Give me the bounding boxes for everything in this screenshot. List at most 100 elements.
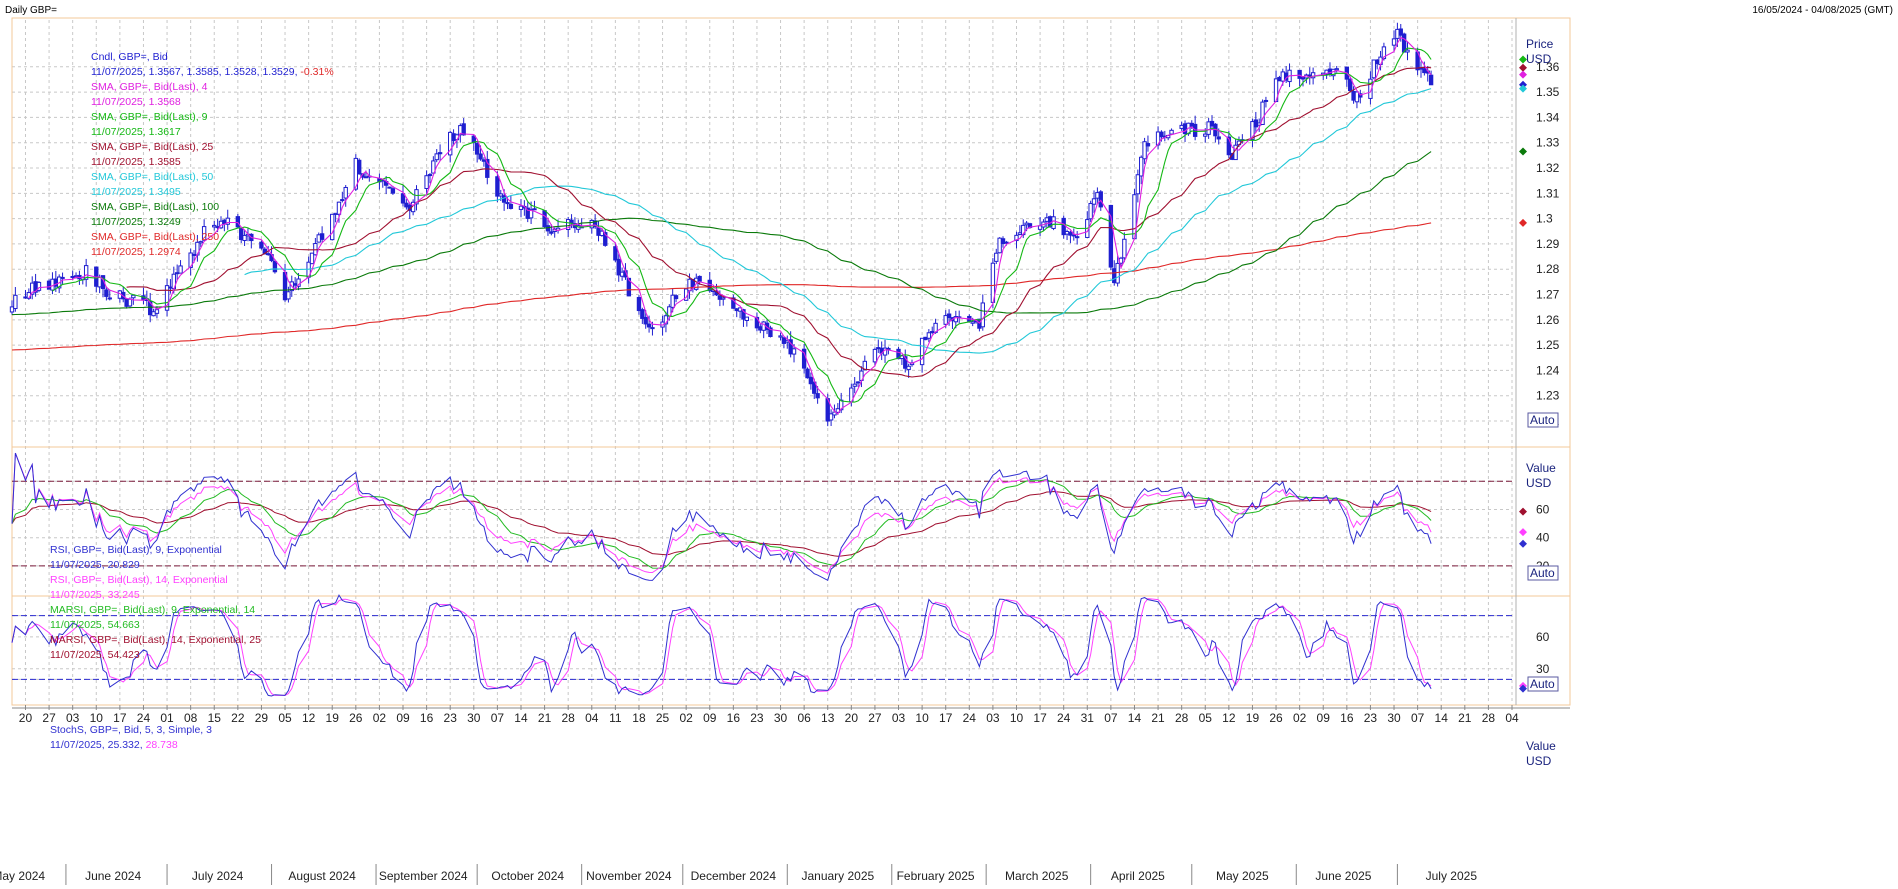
- day-tick-label: 28: [1482, 711, 1496, 725]
- price-tick-label: 1.23: [1536, 389, 1560, 403]
- candle-body: [528, 208, 534, 219]
- candle-body: [650, 327, 655, 330]
- candle-body: [1374, 59, 1380, 65]
- candle-body: [127, 298, 133, 307]
- candle-body: [104, 289, 109, 297]
- candle-body: [319, 233, 325, 240]
- candle-body: [589, 219, 594, 229]
- stoch-tick-label: 60: [1536, 630, 1550, 644]
- candle-body: [1088, 202, 1093, 220]
- stoch-k-marker: [1519, 684, 1527, 693]
- day-tick-label: 23: [750, 711, 764, 725]
- auto-scale-button[interactable]: Auto: [1527, 676, 1559, 692]
- day-tick-label: 18: [632, 711, 646, 725]
- axis-title: USD: [1526, 754, 1552, 768]
- rsi-legend-value: 11/07/2025, 54.663: [50, 619, 140, 631]
- candle-body: [474, 143, 480, 155]
- day-tick-label: 09: [1317, 711, 1331, 725]
- candle-body: [124, 298, 129, 307]
- candle-body: [508, 203, 514, 209]
- day-tick-label: 22: [231, 711, 245, 725]
- candle-body: [906, 365, 911, 371]
- day-tick-label: 05: [278, 711, 292, 725]
- candle-body: [1189, 122, 1194, 127]
- day-tick-label: 27: [868, 711, 882, 725]
- candle-body: [1142, 141, 1147, 160]
- price-legend-value: 11/07/2025, 1.2974: [91, 246, 181, 258]
- month-tick-label: December 2024: [691, 869, 777, 883]
- candle-body: [1216, 136, 1221, 140]
- price-legend-name: SMA, GBP=, Bid(Last), 9: [91, 111, 208, 123]
- stoch-legend-name: StochS, GBP=, Bid, 5, 3, Simple, 3: [50, 724, 212, 736]
- price-legend-name: SMA, GBP=, Bid(Last), 250: [91, 231, 219, 243]
- auto-scale-button[interactable]: Auto: [1527, 412, 1559, 428]
- candle-body: [1351, 90, 1356, 101]
- day-tick-label: 23: [1364, 711, 1378, 725]
- marsi-marker: [1519, 507, 1527, 516]
- price-legend-value: 11/07/2025, 1.3567, 1.3585, 1.3528, 1.35…: [91, 66, 334, 78]
- day-tick-label: 02: [373, 711, 387, 725]
- candle-body: [198, 241, 203, 244]
- day-tick-label: 16: [1340, 711, 1354, 725]
- candle-body: [1297, 69, 1302, 79]
- day-tick-label: 24: [963, 711, 977, 725]
- candle-body: [815, 393, 820, 399]
- stoch-legend-value: 11/07/2025, 25.332, 28.738: [50, 739, 178, 751]
- candle-body: [781, 337, 787, 344]
- candle-body: [670, 294, 675, 308]
- auto-button-frame[interactable]: [1527, 676, 1559, 692]
- candle-body: [340, 199, 345, 202]
- candle-body: [1405, 49, 1410, 53]
- month-tick-label: August 2024: [288, 869, 356, 883]
- rsi-legend-value: 11/07/2025, 20.829: [50, 559, 140, 571]
- candle-body: [1391, 38, 1397, 46]
- day-tick-label: 09: [703, 711, 717, 725]
- candle-body: [596, 227, 601, 236]
- candle-body: [768, 327, 773, 338]
- sma-9-marker: [1519, 55, 1527, 64]
- candle-body: [930, 331, 935, 334]
- candle-body: [498, 193, 503, 197]
- stochastic-panel[interactable]: [11, 594, 1512, 697]
- month-tick-label: February 2025: [897, 869, 975, 883]
- candle-body: [1024, 222, 1029, 226]
- candle-body: [333, 212, 338, 215]
- price-legend-name: SMA, GBP=, Bid(Last), 25: [91, 141, 213, 153]
- panel-frame: [11, 595, 1571, 706]
- candle-body: [272, 260, 278, 273]
- candle-body: [923, 336, 928, 341]
- auto-button-frame[interactable]: [1527, 412, 1559, 428]
- rsi-legend-name: MARSI, GBP=, Bid(Last), 14, Exponential,…: [50, 634, 261, 646]
- candle-body: [943, 315, 948, 325]
- price-legend-name: Cndl, GBP=, Bid: [91, 51, 168, 63]
- candle-body: [994, 252, 999, 262]
- candle-body: [1401, 33, 1407, 53]
- rsi-tick-label: 60: [1536, 502, 1550, 516]
- auto-scale-button[interactable]: Auto: [1527, 565, 1559, 581]
- price-tick-label: 1.33: [1536, 136, 1560, 150]
- candle-body: [390, 188, 396, 194]
- candle-body: [404, 202, 409, 208]
- day-tick-label: 14: [514, 711, 528, 725]
- candle-body: [36, 281, 42, 291]
- candle-body: [448, 131, 453, 156]
- rsi-panel[interactable]: [11, 452, 1512, 582]
- candle-body: [832, 411, 837, 416]
- auto-button-frame[interactable]: [1527, 565, 1559, 581]
- window-title: Daily GBP=: [5, 5, 57, 16]
- price-panel[interactable]: [9, 22, 1434, 427]
- candle-body: [619, 271, 625, 277]
- sma-250-marker: [1519, 218, 1527, 227]
- day-tick-label: 07: [1104, 711, 1118, 725]
- legends: Cndl, GBP=, Bid 11/07/2025, 1.3567, 1.358…: [50, 51, 334, 751]
- candle-body: [1354, 91, 1360, 103]
- day-tick-label: 17: [113, 711, 127, 725]
- day-tick-label: 03: [892, 711, 906, 725]
- price-tick-label: 1.26: [1536, 313, 1560, 327]
- candle-body: [1422, 68, 1427, 74]
- candle-body: [734, 308, 739, 312]
- price-tick-label: 1.31: [1536, 186, 1560, 200]
- day-tick-label: 12: [1222, 711, 1236, 725]
- day-tick-label: 07: [1411, 711, 1425, 725]
